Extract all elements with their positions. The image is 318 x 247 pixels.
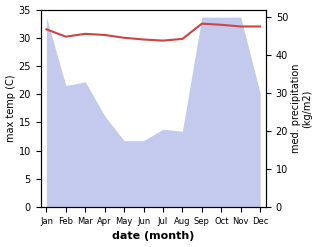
- X-axis label: date (month): date (month): [112, 231, 194, 242]
- Y-axis label: med. precipitation
(kg/m2): med. precipitation (kg/m2): [291, 64, 313, 153]
- Y-axis label: max temp (C): max temp (C): [5, 75, 16, 142]
